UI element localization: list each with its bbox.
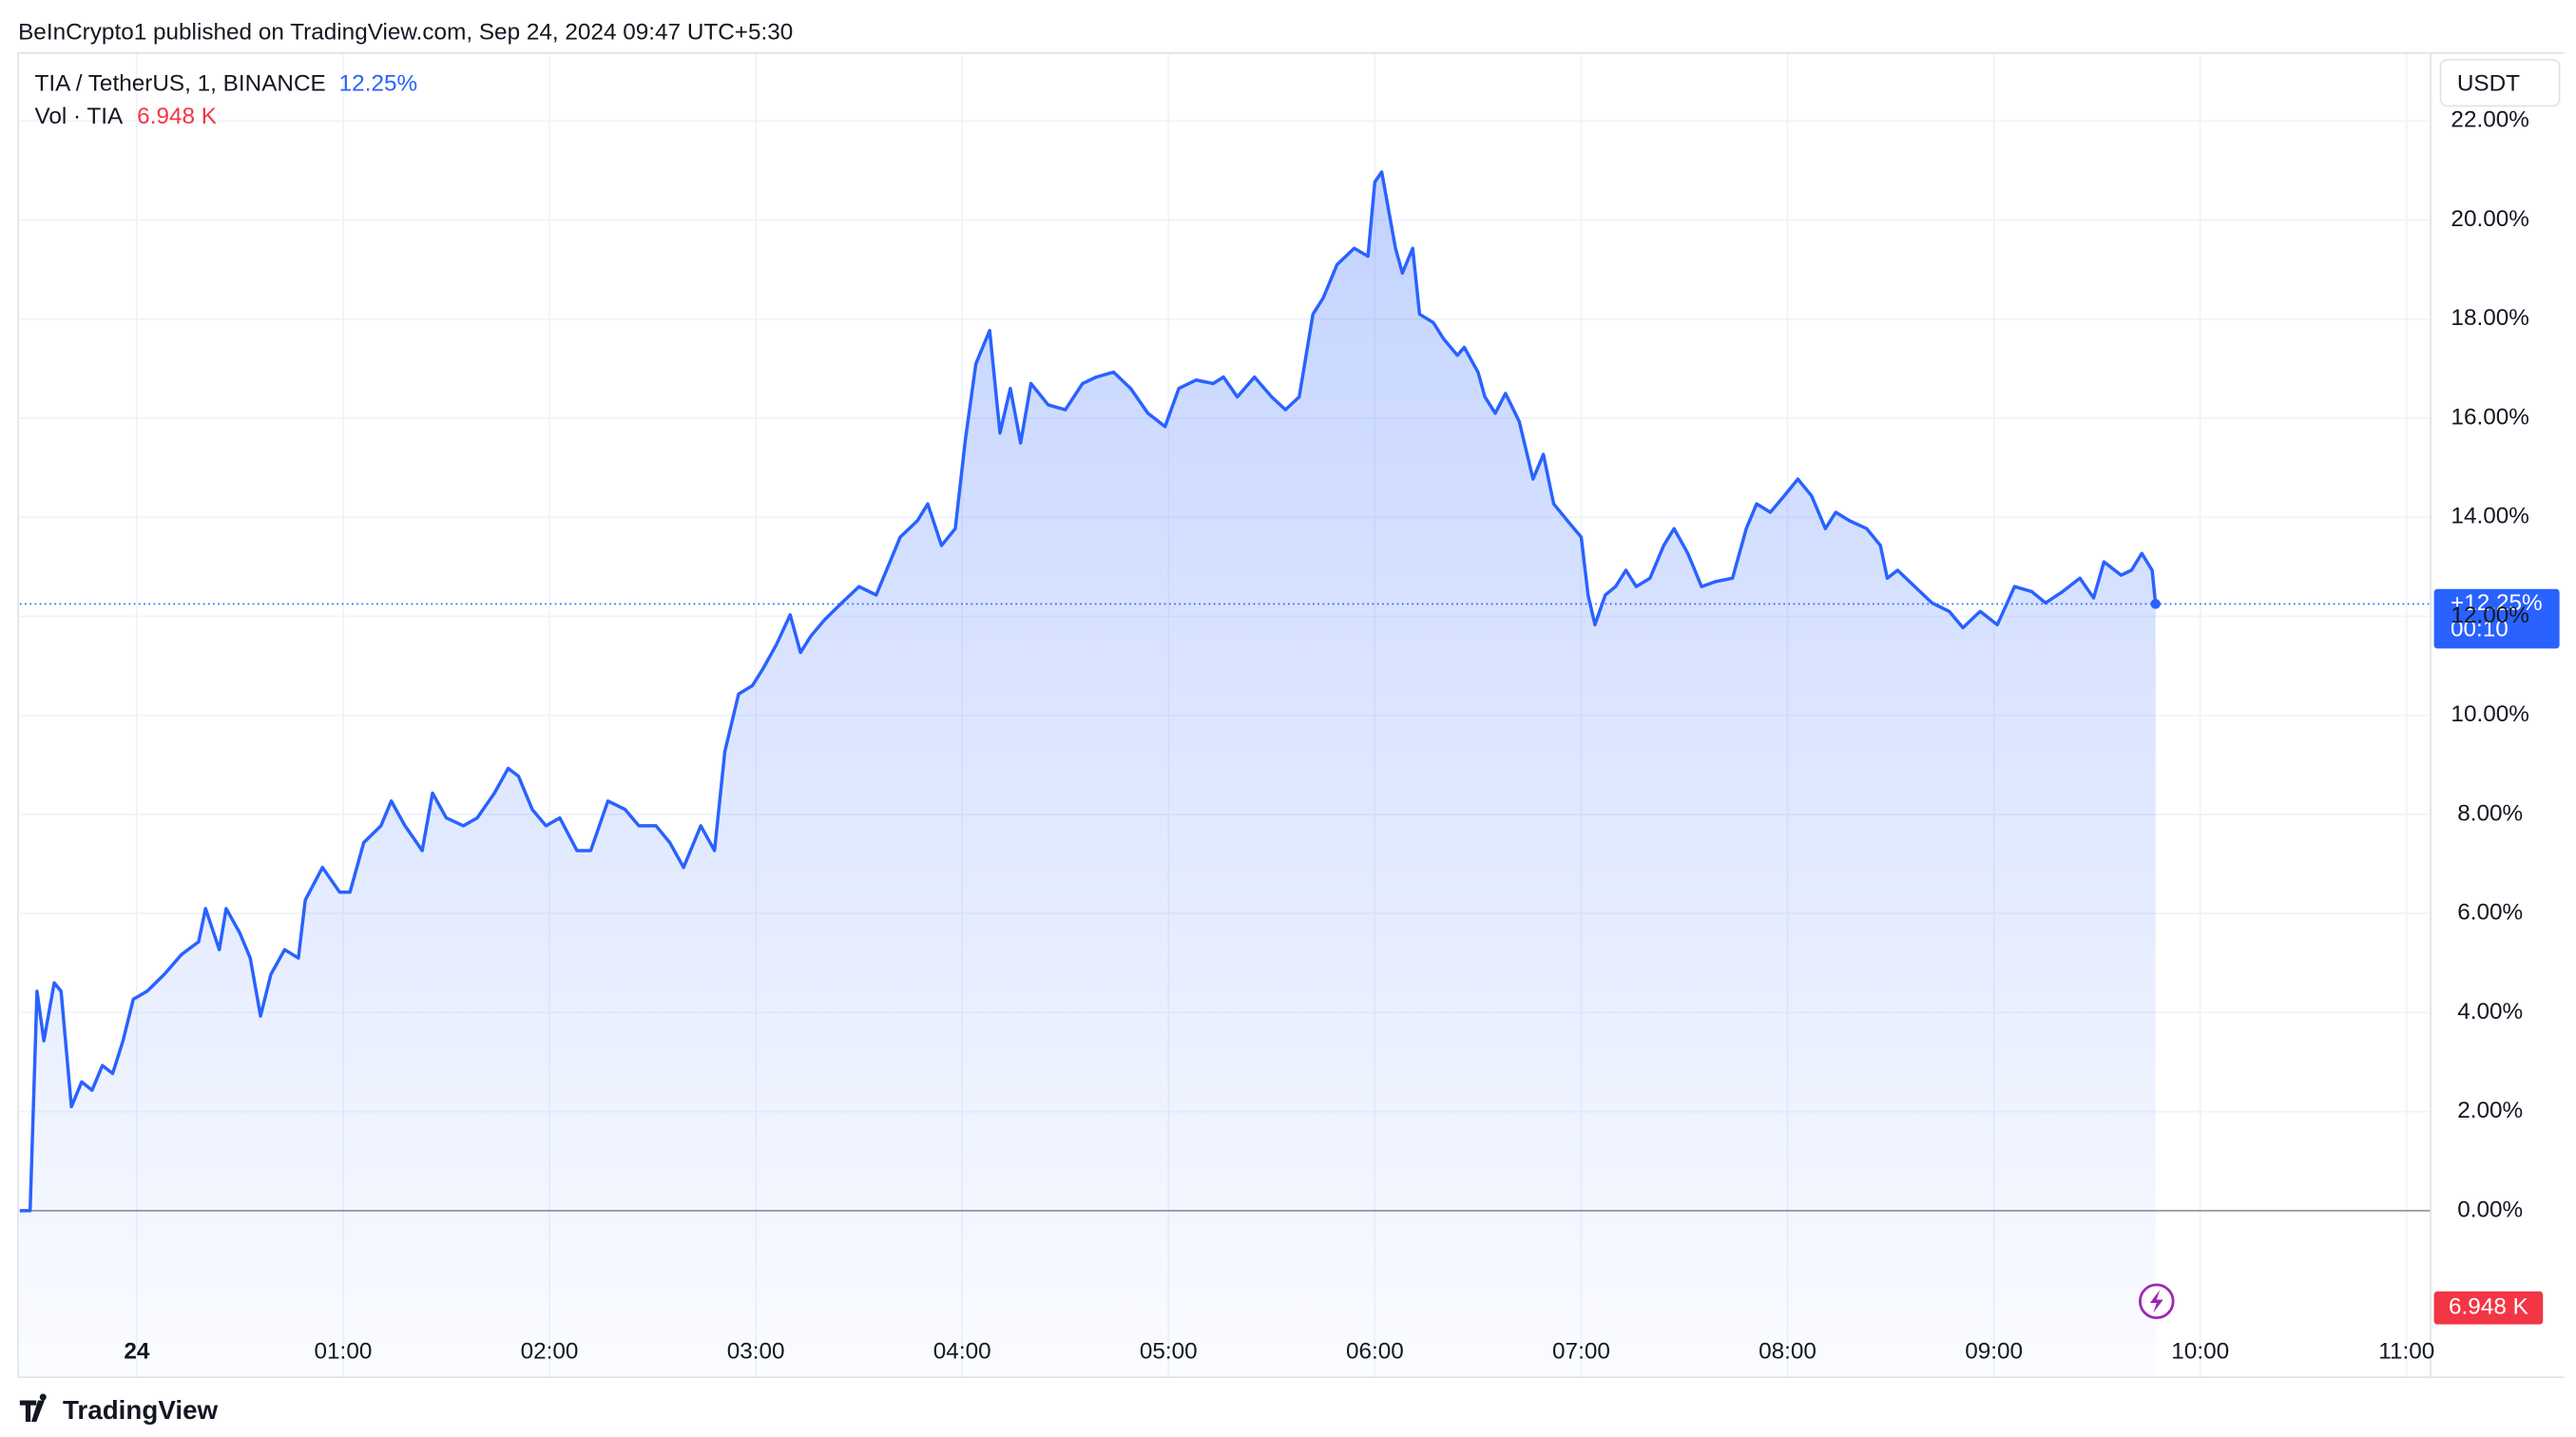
- price-line: [19, 170, 2158, 1213]
- y-tick-label: 12.00%: [2451, 603, 2528, 628]
- x-tick-label: 07:00: [1552, 1338, 1610, 1364]
- volume-tag-label: 6.948 K: [2449, 1294, 2528, 1320]
- countdown: 00:10: [2451, 617, 2509, 642]
- x-tick-label: 10:00: [2171, 1338, 2229, 1364]
- x-tick-label: 03:00: [727, 1338, 785, 1364]
- header: BeInCrypto1 published on TradingView.com…: [18, 19, 793, 45]
- x-tick-label: 04:00: [933, 1338, 991, 1364]
- volume-legend: Vol · TIA: [34, 104, 124, 129]
- y-tick-label: 8.00%: [2457, 800, 2523, 826]
- y-tick-label: 6.00%: [2457, 900, 2523, 926]
- y-tick-label: 0.00%: [2457, 1197, 2523, 1222]
- legend-symbol: TIA / TetherUS, 1, BINANCE: [34, 70, 325, 96]
- last-point: [2150, 599, 2161, 609]
- y-tick-label: 18.00%: [2451, 305, 2528, 331]
- y-tick-label: 20.00%: [2451, 206, 2528, 232]
- area-fill: [19, 171, 2156, 1376]
- y-tick-label: 10.00%: [2451, 701, 2528, 727]
- x-tick-label: 11:00: [2378, 1338, 2434, 1364]
- price-tag-label: +12.25%: [2451, 590, 2543, 616]
- x-tick-label: 24: [124, 1338, 150, 1364]
- y-tick-label: 22.00%: [2451, 107, 2528, 133]
- y-tick-label: 16.00%: [2451, 404, 2528, 430]
- footer: TradingView: [63, 1395, 219, 1425]
- y-tick-label: 14.00%: [2451, 504, 2528, 529]
- lightning-bolt: [2149, 1290, 2163, 1313]
- legend-value: 12.25%: [339, 70, 417, 96]
- currency-box[interactable]: [2439, 58, 2561, 107]
- volume-value: 6.948 K: [137, 104, 217, 129]
- volume-tag: [2433, 1291, 2544, 1325]
- x-tick-label: 01:00: [315, 1338, 373, 1364]
- x-tick-label: 09:00: [1965, 1338, 2023, 1364]
- x-tick-label: 08:00: [1759, 1338, 1817, 1364]
- currency[interactable]: USDT: [2457, 70, 2520, 96]
- price-tag: [2433, 588, 2560, 649]
- x-tick-label: 02:00: [521, 1338, 579, 1364]
- x-tick-label: 06:00: [1346, 1338, 1404, 1364]
- x-tick-label: 05:00: [1140, 1338, 1198, 1364]
- y-tick-label: 2.00%: [2457, 1098, 2523, 1123]
- y-tick-label: 4.00%: [2457, 999, 2523, 1025]
- tv-logo: [19, 1393, 47, 1423]
